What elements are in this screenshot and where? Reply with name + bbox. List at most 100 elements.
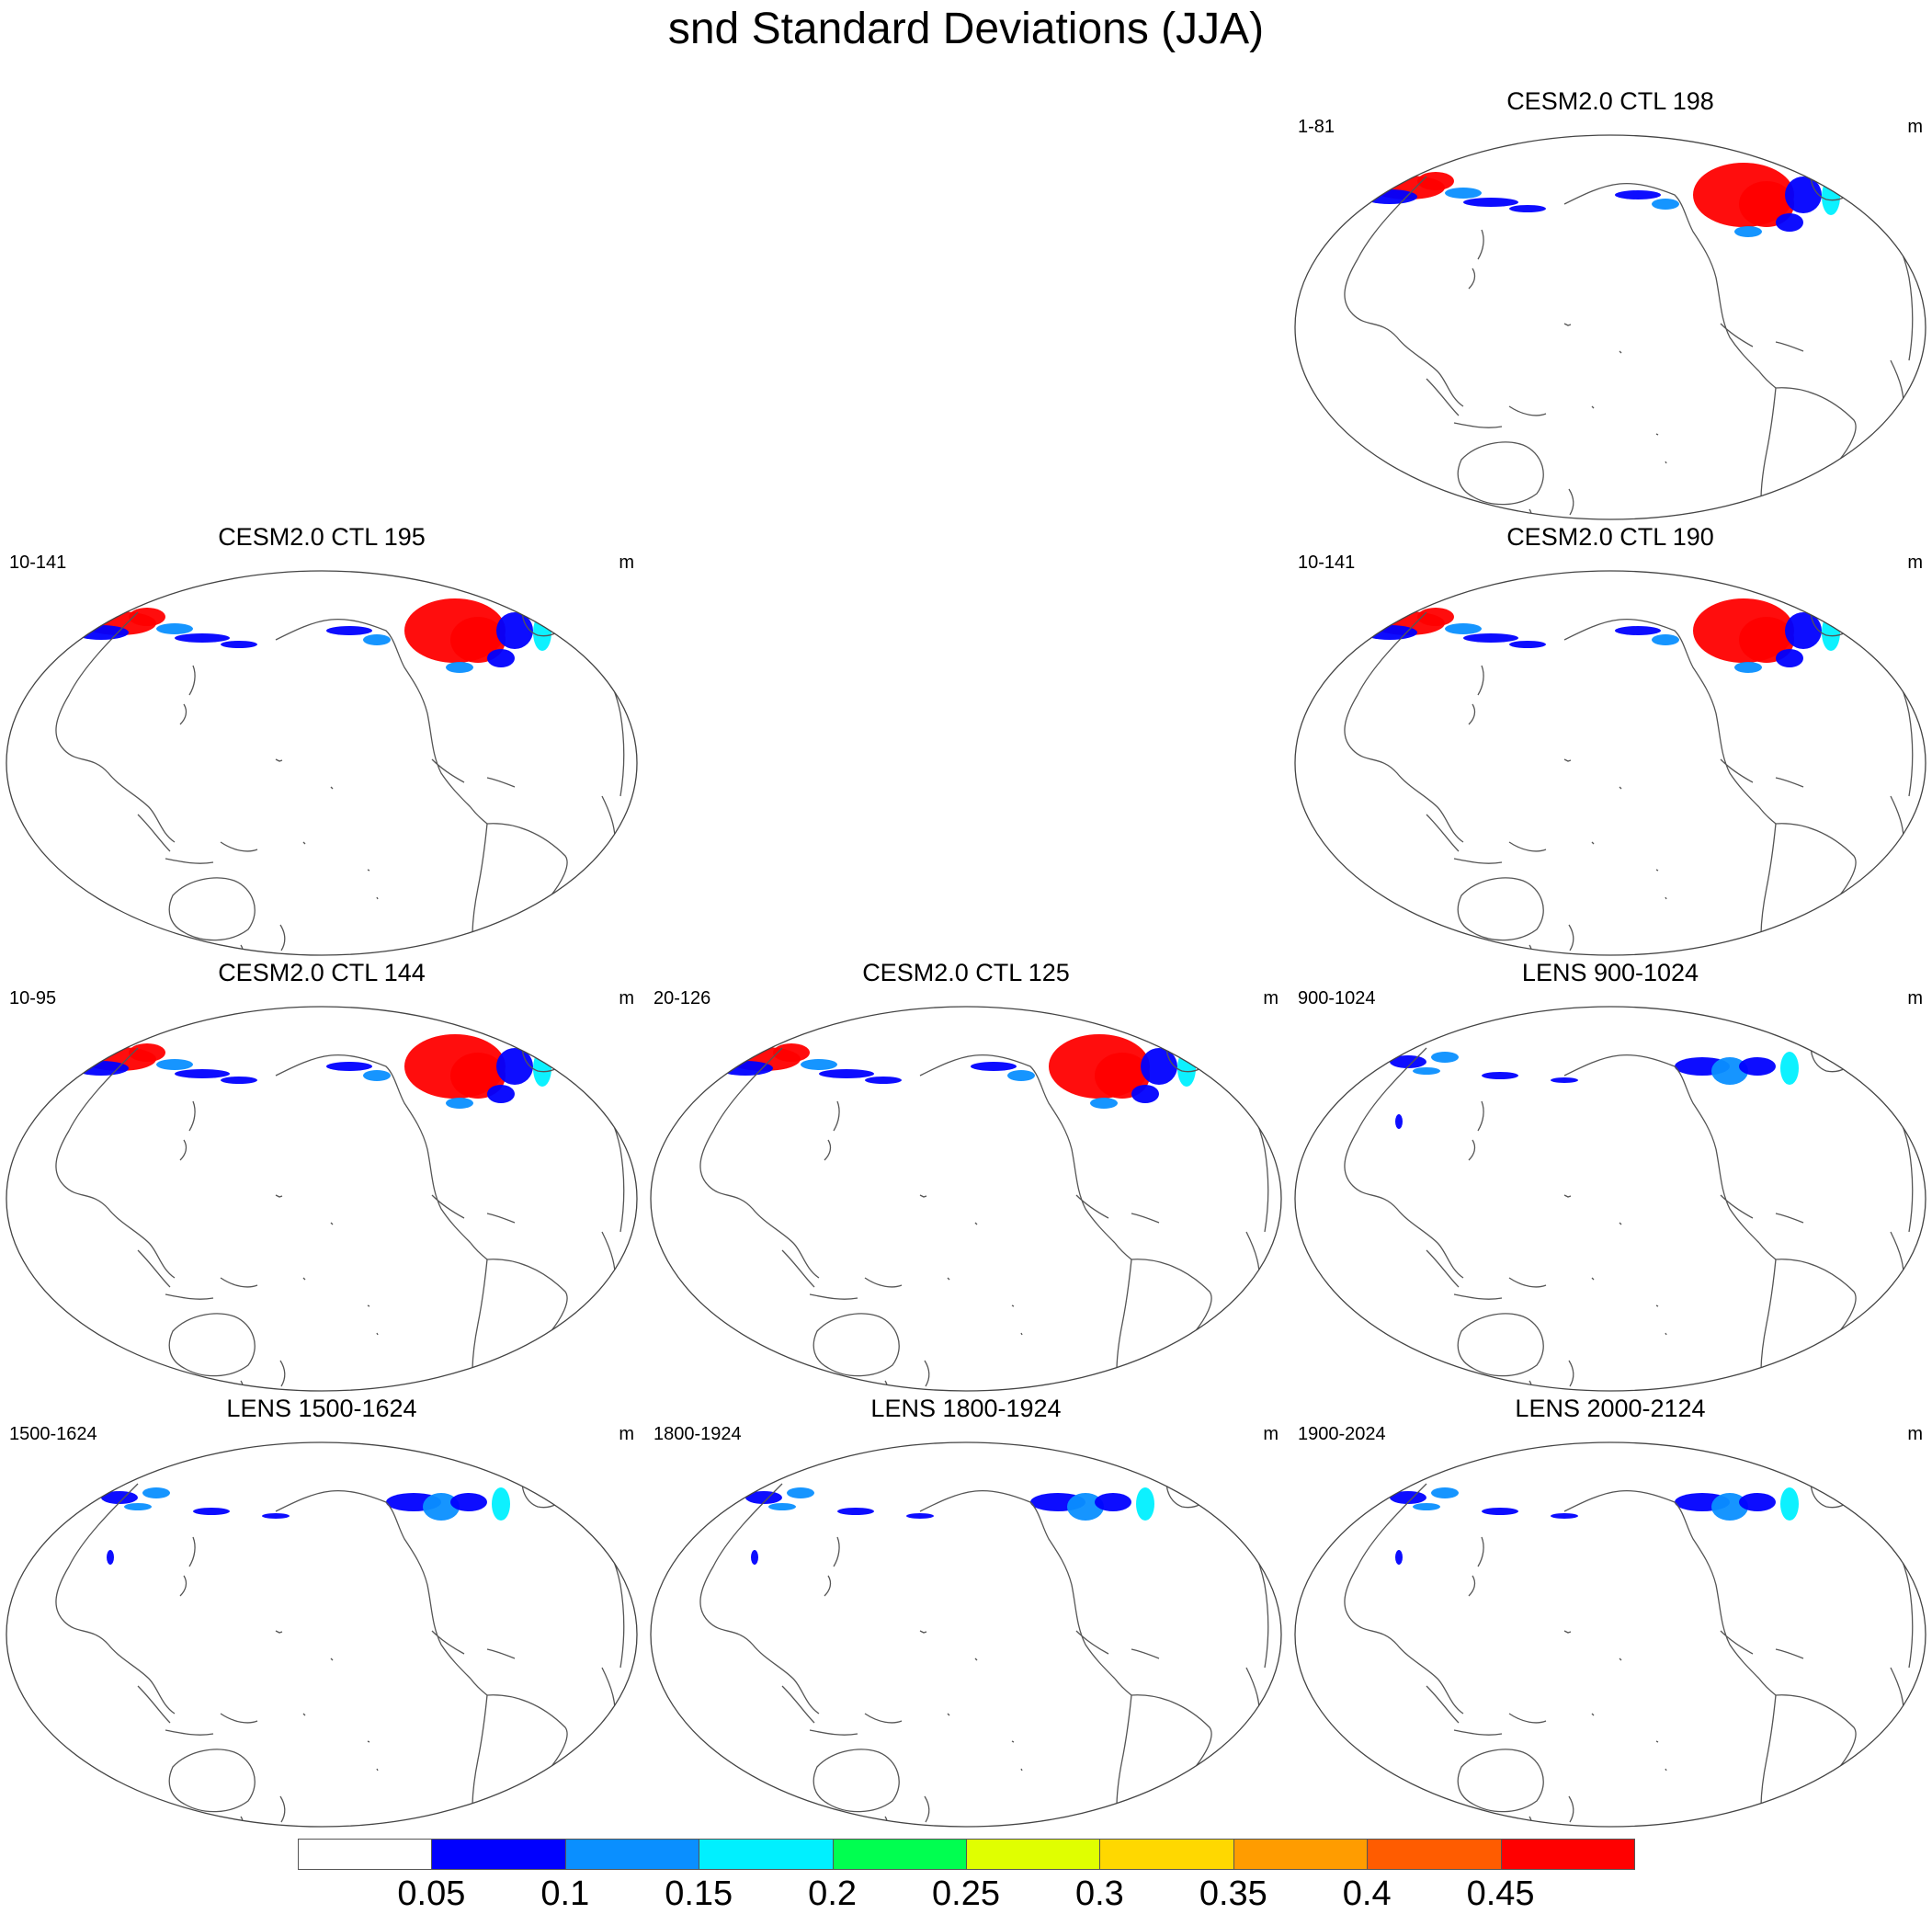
coastline bbox=[470, 806, 488, 825]
coastline bbox=[1563, 323, 1572, 326]
map-boundary bbox=[1294, 570, 1926, 956]
colorbar-tick-label: 0.45 bbox=[1466, 1874, 1535, 1913]
coastline bbox=[1131, 1259, 1212, 1391]
coastline bbox=[919, 1489, 1116, 1680]
world-map bbox=[1294, 134, 1926, 520]
map-boundary bbox=[6, 1006, 638, 1392]
colorbar-tick-label: 0.15 bbox=[665, 1874, 733, 1913]
snow-depth-patch bbox=[1395, 1550, 1403, 1565]
coastline bbox=[1344, 611, 1464, 843]
map-panel: LENS 2000-2124 1900-2024 m bbox=[1289, 1394, 1932, 1835]
coastline bbox=[279, 924, 286, 951]
map-boundary bbox=[1294, 1006, 1926, 1392]
snow-depth-patch bbox=[1482, 1072, 1518, 1079]
coastline bbox=[165, 1293, 214, 1300]
coastline bbox=[137, 814, 171, 852]
coastline bbox=[1344, 1047, 1464, 1279]
snow-depth-patch bbox=[1431, 1052, 1459, 1063]
coastline bbox=[1775, 1694, 1857, 1827]
coastline bbox=[470, 1242, 488, 1260]
snow-depth-patch bbox=[1509, 641, 1546, 648]
coastline bbox=[1563, 1194, 1572, 1198]
coastline bbox=[1758, 370, 1777, 389]
coastline bbox=[1619, 1658, 1622, 1661]
coastline bbox=[486, 1259, 568, 1391]
coastline bbox=[699, 1483, 820, 1715]
map-panel: CESM2.0 CTL 190 10-141 m bbox=[1289, 522, 1932, 963]
panel-units-label: m bbox=[1907, 988, 1923, 1008]
snow-depth-patch bbox=[175, 633, 230, 643]
coastline bbox=[1655, 1304, 1659, 1307]
map-content bbox=[55, 1472, 625, 1827]
coastline bbox=[302, 1713, 306, 1716]
coastline bbox=[472, 823, 502, 955]
coastline bbox=[188, 1536, 196, 1567]
coastline bbox=[781, 1685, 815, 1724]
snow-depth-patch bbox=[1509, 205, 1546, 212]
coastline bbox=[1760, 823, 1790, 955]
snow-depth-patch bbox=[1390, 1055, 1426, 1068]
coastline bbox=[833, 1100, 840, 1132]
coastline bbox=[1468, 1139, 1476, 1161]
snow-depth-patch bbox=[1822, 178, 1840, 215]
coastline bbox=[587, 1084, 625, 1233]
coastline bbox=[1568, 1795, 1574, 1823]
coastline bbox=[220, 841, 258, 852]
snow-depth-patch bbox=[1615, 626, 1661, 635]
coastline bbox=[376, 1332, 379, 1336]
snow-depth-patch bbox=[1780, 1052, 1799, 1085]
snow-depth-patch bbox=[363, 1070, 391, 1081]
world-map bbox=[1294, 1006, 1926, 1392]
panel-units-label: m bbox=[1907, 1424, 1923, 1444]
coastline bbox=[236, 1816, 244, 1827]
coastline bbox=[1453, 1729, 1503, 1736]
colorbar-tick-label: 0.25 bbox=[932, 1874, 1000, 1913]
panel-range-label: 1800-1924 bbox=[653, 1424, 742, 1444]
snow-depth-patch bbox=[533, 614, 551, 651]
coastline bbox=[1760, 387, 1790, 519]
snow-depth-patch bbox=[487, 1085, 515, 1103]
snow-depth-patch bbox=[1776, 213, 1803, 232]
coastline bbox=[1453, 1293, 1503, 1300]
coastline bbox=[1508, 1713, 1547, 1724]
colorbar-swatch bbox=[699, 1839, 834, 1870]
coastline bbox=[1344, 1483, 1464, 1715]
coastline bbox=[179, 703, 188, 725]
coastline bbox=[1568, 488, 1574, 516]
colorbar-tick-label: 0.35 bbox=[1199, 1874, 1267, 1913]
snow-depth-patch bbox=[492, 1487, 510, 1521]
snow-depth-patch bbox=[865, 1077, 902, 1084]
coastline bbox=[1655, 869, 1659, 872]
coastline bbox=[275, 1194, 283, 1198]
coastline bbox=[1655, 1740, 1659, 1743]
coastline bbox=[165, 858, 214, 864]
coastline bbox=[486, 823, 568, 955]
snow-depth-patch bbox=[479, 1826, 486, 1827]
snow-depth-patch bbox=[1431, 1487, 1459, 1498]
coastline bbox=[330, 786, 334, 790]
coastline bbox=[1568, 924, 1574, 951]
map-panel: CESM2.0 CTL 125 20-126 m bbox=[644, 958, 1288, 1399]
snow-depth-patch bbox=[1711, 1493, 1748, 1521]
panel-units-label: m bbox=[1263, 988, 1279, 1008]
map-content bbox=[1344, 1036, 1914, 1391]
coastline bbox=[1665, 1768, 1667, 1772]
coastline bbox=[302, 1277, 306, 1281]
snow-depth-patch bbox=[1463, 633, 1518, 643]
snow-depth-patch bbox=[1652, 199, 1679, 210]
map-panel: LENS 900-1024 900-1024 m bbox=[1289, 958, 1932, 1399]
panel-units-label: m bbox=[1907, 117, 1923, 137]
coastline bbox=[1477, 665, 1484, 696]
snow-depth-patch bbox=[1136, 1487, 1154, 1521]
snow-depth-patch bbox=[1131, 1085, 1159, 1103]
coastline bbox=[824, 1139, 832, 1161]
coastline bbox=[1775, 341, 1804, 352]
map-content bbox=[1344, 1472, 1914, 1827]
coastline bbox=[330, 1658, 334, 1661]
coastline bbox=[1720, 1630, 1754, 1655]
coastline bbox=[55, 1047, 176, 1279]
coastline bbox=[587, 648, 625, 797]
coastline bbox=[1775, 777, 1804, 788]
coastline bbox=[1477, 1536, 1484, 1567]
coastline bbox=[864, 1277, 903, 1288]
